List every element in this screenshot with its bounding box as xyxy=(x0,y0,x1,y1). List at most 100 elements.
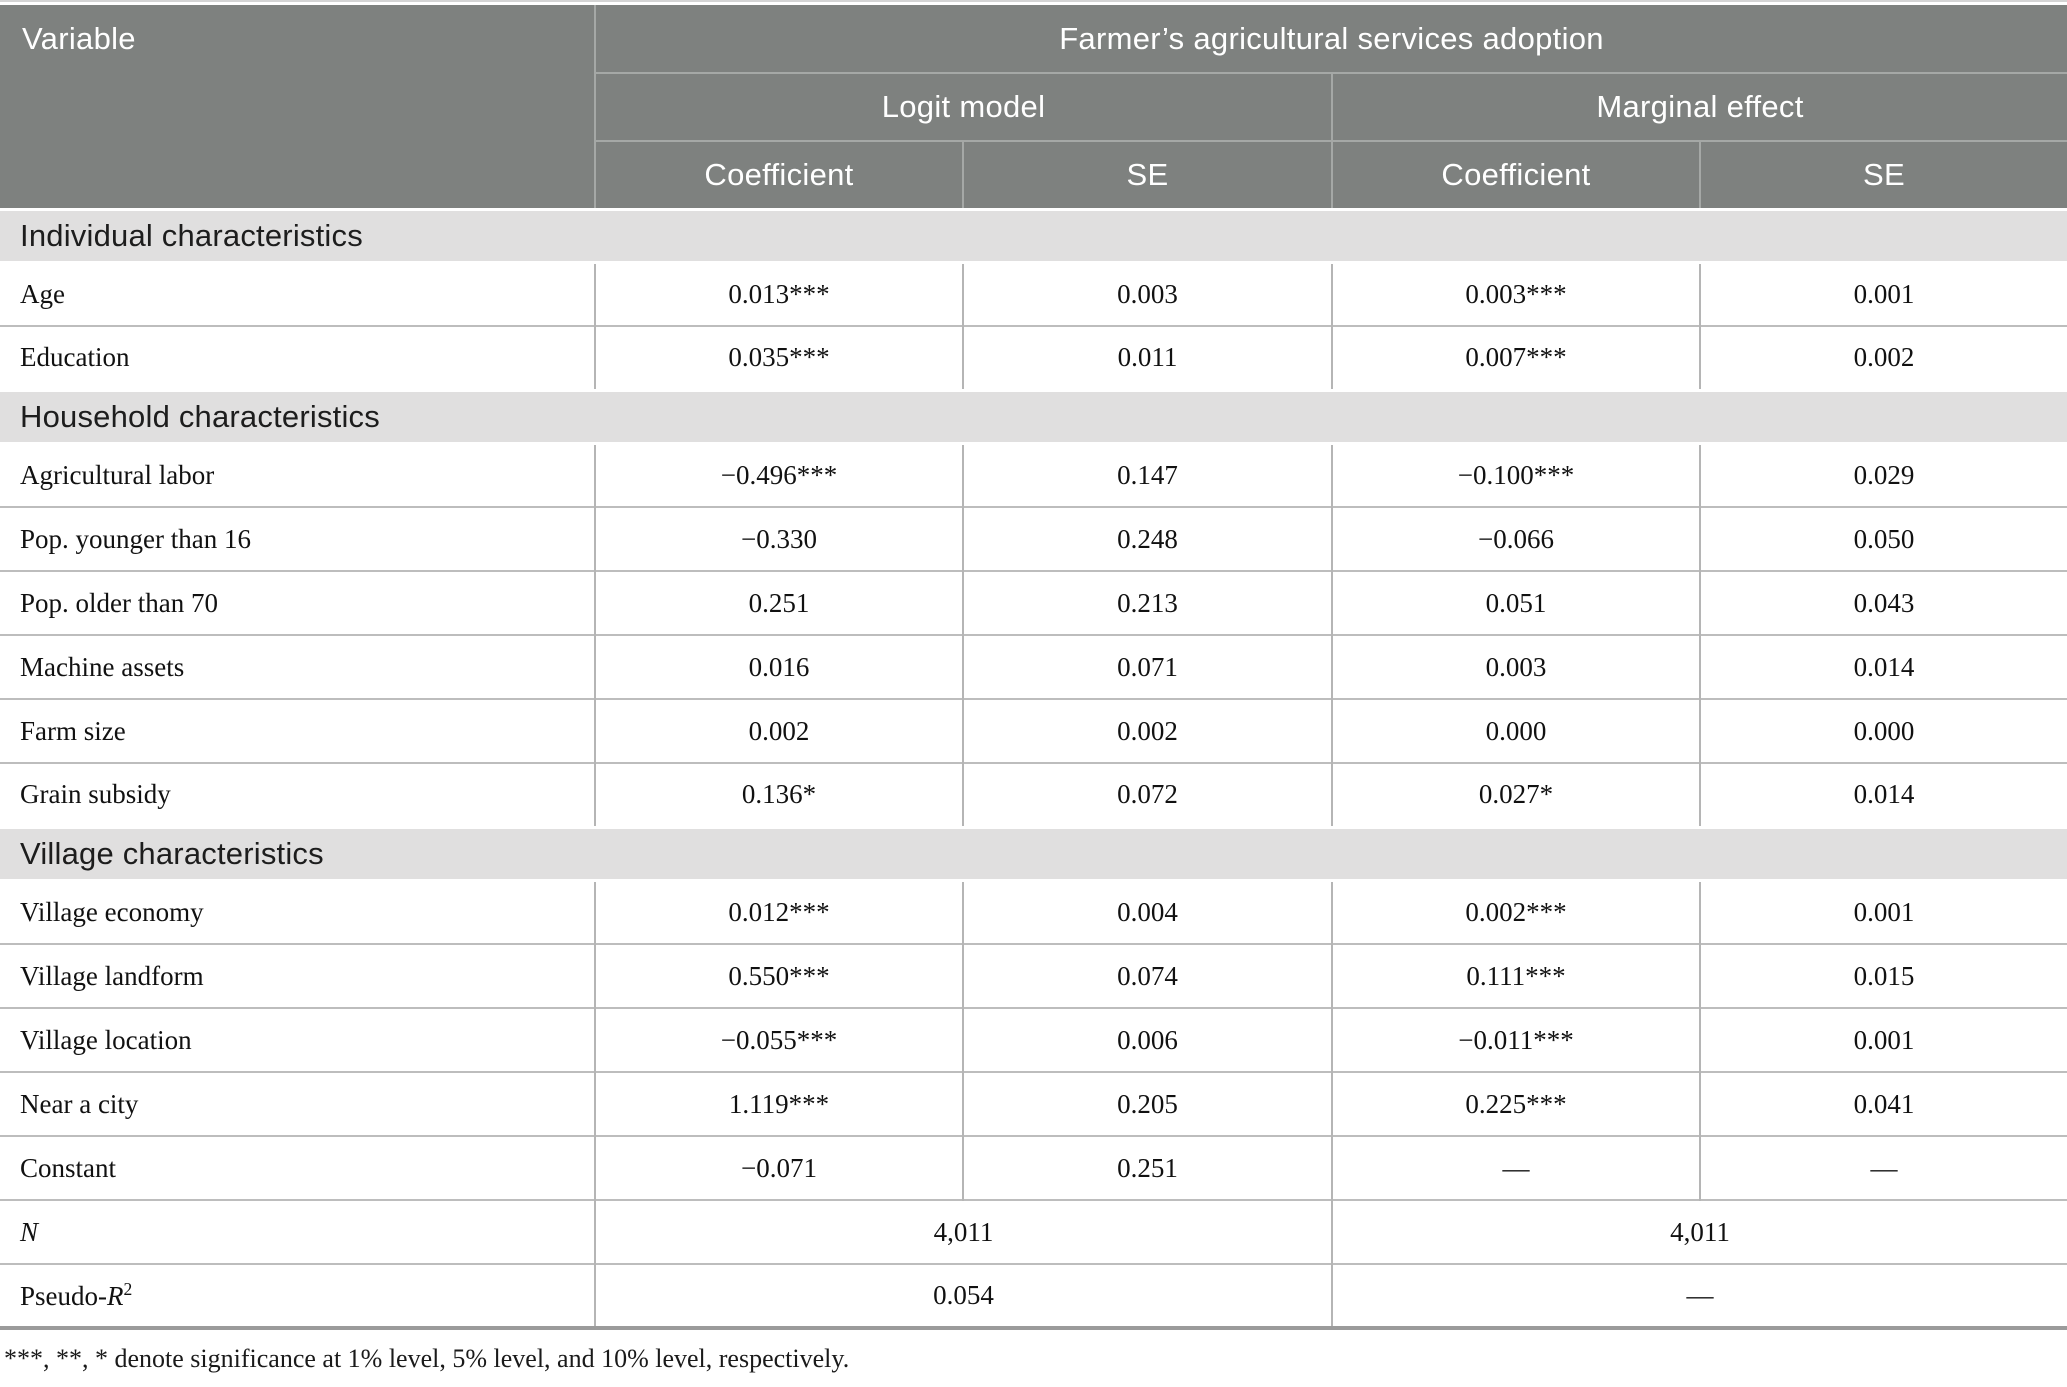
results-table: Variable Farmer’s agricultural services … xyxy=(0,5,2067,1330)
row-label: Pseudo-R2 xyxy=(0,1263,596,1330)
row-label: Village economy xyxy=(0,879,596,944)
cell-logit-se: 0.003 xyxy=(963,261,1333,326)
cell-me-coef: −0.011*** xyxy=(1332,1007,1701,1072)
cell-logit-coef: −0.330 xyxy=(595,506,964,571)
section-header: Village characteristics xyxy=(0,825,2067,882)
row-label: N xyxy=(0,1199,596,1264)
cell-logit-coef: 0.016 xyxy=(595,634,964,699)
cell-me-se: — xyxy=(1700,1135,2067,1200)
header-col-marginal-coefficient: Coefficient xyxy=(1332,141,1701,209)
table-row-constant: Constant −0.071 0.251 — — xyxy=(0,1135,2067,1200)
cell-me-coef: 0.003*** xyxy=(1332,261,1701,326)
cell-logit-coef: 0.035*** xyxy=(595,325,964,390)
row-label: Education xyxy=(0,325,596,390)
cell-logit-coef: 0.136* xyxy=(595,762,964,827)
section-row-individual: Individual characteristics xyxy=(0,207,2067,264)
row-label: Agricultural labor xyxy=(0,442,596,507)
section-row-village: Village characteristics xyxy=(0,825,2067,882)
cell-me-se: 0.043 xyxy=(1700,570,2067,635)
cell-logit-coef: 0.002 xyxy=(595,698,964,763)
cell-logit-coef: −0.055*** xyxy=(595,1007,964,1072)
cell-logit-se: 0.011 xyxy=(963,325,1333,390)
cell-me-coef: 0.007*** xyxy=(1332,325,1701,390)
cell-logit-coef: 0.251 xyxy=(595,570,964,635)
cell-logit-coef: −0.071 xyxy=(595,1135,964,1200)
cell-logit-pseudo-r2: 0.054 xyxy=(595,1263,1333,1330)
cell-logit-n: 4,011 xyxy=(595,1199,1333,1264)
cell-logit-coef: 1.119*** xyxy=(595,1071,964,1136)
header-col-marginal-se: SE xyxy=(1700,141,2067,209)
cell-logit-se: 0.074 xyxy=(963,943,1333,1008)
row-label: Age xyxy=(0,261,596,326)
section-header: Individual characteristics xyxy=(0,207,2067,264)
cell-logit-se: 0.006 xyxy=(963,1007,1333,1072)
row-label: Machine assets xyxy=(0,634,596,699)
row-label: Village location xyxy=(0,1007,596,1072)
table-body: Individual characteristics Age 0.013*** … xyxy=(0,207,2067,1330)
table-row-grain-subsidy: Grain subsidy 0.136* 0.072 0.027* 0.014 xyxy=(0,762,2067,827)
cell-logit-se: 0.002 xyxy=(963,698,1333,763)
header-adoption-title: Farmer’s agricultural services adoption xyxy=(595,5,2067,74)
cell-me-coef: 0.000 xyxy=(1332,698,1701,763)
cell-me-se: 0.029 xyxy=(1700,442,2067,507)
cell-me-se: 0.000 xyxy=(1700,698,2067,763)
cell-me-se: 0.041 xyxy=(1700,1071,2067,1136)
significance-footnote: ***, **, * denote significance at 1% lev… xyxy=(4,1344,850,1373)
cell-me-coef: −0.066 xyxy=(1332,506,1701,571)
table-row-education: Education 0.035*** 0.011 0.007*** 0.002 xyxy=(0,325,2067,390)
cell-me-coef: 0.027* xyxy=(1332,762,1701,827)
cell-me-coef: 0.225*** xyxy=(1332,1071,1701,1136)
header-col-logit-coefficient: Coefficient xyxy=(595,141,964,209)
header-variable: Variable xyxy=(0,5,596,209)
cell-me-coef: 0.051 xyxy=(1332,570,1701,635)
cell-me-coef: −0.100*** xyxy=(1332,442,1701,507)
table-row-pop-older-70: Pop. older than 70 0.251 0.213 0.051 0.0… xyxy=(0,570,2067,635)
cell-me-se: 0.014 xyxy=(1700,762,2067,827)
table-header: Variable Farmer’s agricultural services … xyxy=(0,5,2067,209)
row-label: Near a city xyxy=(0,1071,596,1136)
row-label: Pop. younger than 16 xyxy=(0,506,596,571)
table-row-village-location: Village location −0.055*** 0.006 −0.011*… xyxy=(0,1007,2067,1072)
table-row-pseudo-r2: Pseudo-R2 0.054 — xyxy=(0,1263,2067,1330)
cell-logit-coef: 0.013*** xyxy=(595,261,964,326)
cell-me-coef: — xyxy=(1332,1135,1701,1200)
row-label: Constant xyxy=(0,1135,596,1200)
table-row-n-observations: N 4,011 4,011 xyxy=(0,1199,2067,1264)
header-group-logit-model: Logit model xyxy=(595,73,1333,142)
table-row-pop-younger-16: Pop. younger than 16 −0.330 0.248 −0.066… xyxy=(0,506,2067,571)
table-row-village-economy: Village economy 0.012*** 0.004 0.002*** … xyxy=(0,879,2067,944)
table-row-near-a-city: Near a city 1.119*** 0.205 0.225*** 0.04… xyxy=(0,1071,2067,1136)
row-label: Grain subsidy xyxy=(0,762,596,827)
section-header: Household characteristics xyxy=(0,388,2067,445)
cell-logit-se: 0.205 xyxy=(963,1071,1333,1136)
section-row-household: Household characteristics xyxy=(0,388,2067,445)
cell-me-n: 4,011 xyxy=(1332,1199,2067,1264)
cell-logit-coef: 0.550*** xyxy=(595,943,964,1008)
cell-logit-se: 0.072 xyxy=(963,762,1333,827)
cell-me-se: 0.001 xyxy=(1700,261,2067,326)
cell-me-se: 0.001 xyxy=(1700,879,2067,944)
cell-me-coef: 0.003 xyxy=(1332,634,1701,699)
cell-logit-se: 0.147 xyxy=(963,442,1333,507)
row-label: Village landform xyxy=(0,943,596,1008)
table-row-village-landform: Village landform 0.550*** 0.074 0.111***… xyxy=(0,943,2067,1008)
cell-logit-se: 0.071 xyxy=(963,634,1333,699)
cell-logit-se: 0.248 xyxy=(963,506,1333,571)
cell-me-pseudo-r2: — xyxy=(1332,1263,2067,1330)
cell-me-se: 0.001 xyxy=(1700,1007,2067,1072)
cell-me-se: 0.015 xyxy=(1700,943,2067,1008)
header-col-logit-se: SE xyxy=(963,141,1333,209)
row-label: Pop. older than 70 xyxy=(0,570,596,635)
row-label: Farm size xyxy=(0,698,596,763)
cell-me-se: 0.050 xyxy=(1700,506,2067,571)
cell-logit-coef: 0.012*** xyxy=(595,879,964,944)
cell-logit-coef: −0.496*** xyxy=(595,442,964,507)
cell-me-se: 0.014 xyxy=(1700,634,2067,699)
cell-me-coef: 0.002*** xyxy=(1332,879,1701,944)
cell-logit-se: 0.213 xyxy=(963,570,1333,635)
table-row-agricultural-labor: Agricultural labor −0.496*** 0.147 −0.10… xyxy=(0,442,2067,507)
cell-me-se: 0.002 xyxy=(1700,325,2067,390)
table-row-farm-size: Farm size 0.002 0.002 0.000 0.000 xyxy=(0,698,2067,763)
cell-me-coef: 0.111*** xyxy=(1332,943,1701,1008)
